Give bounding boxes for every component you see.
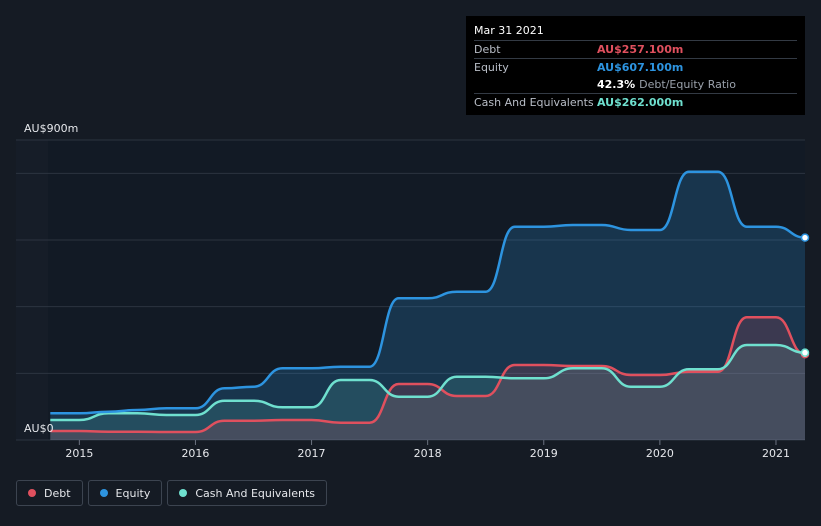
line-cash-and-equivalents [50,343,806,422]
series-end-markers [800,233,810,359]
end-marker-equity [800,233,810,242]
legend-item-equity[interactable]: Equity [87,480,163,506]
x-tick-label: 2021 [762,447,790,460]
tooltip-row-ratio: 42.3% Debt/Equity Ratio [474,76,797,94]
chart-legend: Debt Equity Cash And Equivalents [16,480,327,506]
x-tick-label: 2018 [414,447,442,460]
equity-dot-icon [99,489,108,497]
y-axis-top-label: AU$900m [24,122,78,135]
debt-dot-icon [28,489,36,497]
tooltip-debt-value: AU$257.100m [597,43,684,56]
tooltip-ratio-spacer [474,76,597,93]
line-debt [50,316,806,434]
line-equity [50,170,806,415]
tooltip-cash-value: AU$262.000m [597,96,684,109]
tooltip-ratio-value: 42.3% [597,78,636,91]
tooltip-cash-label: Cash And Equivalents [474,96,594,109]
legend-item-debt[interactable]: Debt [16,480,83,506]
tooltip-row-equity: Equity AU$607.100m [474,59,797,76]
tooltip-equity-value: AU$607.100m [597,61,684,74]
tooltip-row-cash: Cash And Equivalents AU$262.000m [474,94,797,111]
legend-label-debt: Debt [44,486,71,500]
tooltip-equity-label: Equity [474,61,509,74]
legend-label-equity: Equity [115,486,151,500]
tooltip-ratio-label: Debt/Equity Ratio [639,78,736,91]
x-tick-label: 2017 [298,447,326,460]
series-areas [50,171,806,440]
grid-lines [16,139,805,441]
plot-highlight-area [48,140,805,440]
y-axis-bottom-label: AU$0 [24,422,54,435]
legend-item-cash[interactable]: Cash And Equivalents [167,480,327,506]
area-cash-and-equivalents [50,345,806,440]
x-tick-label: 2020 [646,447,674,460]
tooltip-debt-label: Debt [474,43,501,56]
tooltip-row-debt: Debt AU$257.100m [474,41,797,59]
cash-dot-icon [179,489,188,497]
end-marker-cash-and-equivalents [800,348,810,357]
x-tick-label: 2016 [181,447,209,460]
legend-label-cash: Cash And Equivalents [195,486,315,500]
series-lines [50,170,806,434]
x-tick-label: 2015 [65,447,93,460]
tooltip-panel: Mar 31 2021 Debt AU$257.100m Equity AU$6… [466,16,805,115]
tooltip-date: Mar 31 2021 [474,22,797,41]
x-axis-ticks: 2015 2016 2017 2018 2019 2020 2021 [65,440,790,460]
area-equity [50,171,806,440]
x-tick-label: 2019 [530,447,558,460]
area-debt [50,317,806,440]
